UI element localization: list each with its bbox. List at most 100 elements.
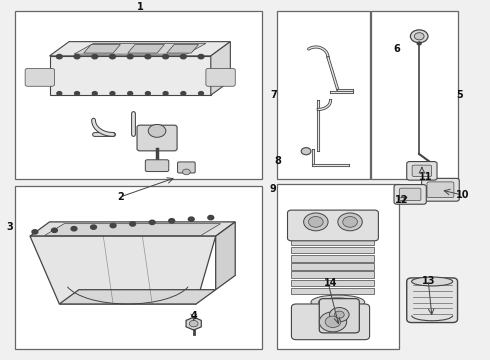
Circle shape [417, 42, 421, 45]
Ellipse shape [318, 298, 357, 307]
Circle shape [71, 226, 77, 231]
Polygon shape [128, 45, 164, 53]
Text: 3: 3 [6, 222, 13, 232]
Polygon shape [74, 44, 206, 54]
FancyBboxPatch shape [399, 188, 421, 201]
FancyBboxPatch shape [25, 68, 54, 86]
Circle shape [163, 91, 168, 95]
FancyBboxPatch shape [319, 299, 359, 333]
Circle shape [198, 91, 203, 95]
Circle shape [57, 91, 62, 95]
Bar [292, 288, 374, 294]
FancyBboxPatch shape [146, 160, 169, 172]
Circle shape [127, 54, 133, 59]
Bar [292, 271, 374, 278]
Circle shape [319, 312, 346, 332]
Circle shape [146, 91, 150, 95]
Bar [292, 255, 374, 261]
Text: 8: 8 [274, 156, 281, 166]
Circle shape [92, 54, 98, 59]
Circle shape [188, 217, 194, 221]
Polygon shape [167, 45, 198, 53]
Circle shape [189, 320, 198, 327]
Polygon shape [30, 236, 216, 304]
Polygon shape [216, 222, 235, 290]
Ellipse shape [311, 295, 365, 309]
Bar [277, 184, 399, 348]
Circle shape [56, 54, 62, 59]
FancyBboxPatch shape [412, 165, 432, 176]
Text: 4: 4 [190, 311, 197, 321]
Text: 14: 14 [324, 278, 337, 288]
Text: 12: 12 [394, 195, 408, 206]
Circle shape [91, 225, 97, 229]
Bar [292, 247, 374, 253]
Bar [292, 263, 374, 270]
Circle shape [411, 30, 428, 43]
Bar [371, 11, 458, 179]
Text: 5: 5 [457, 90, 464, 100]
FancyBboxPatch shape [177, 162, 195, 173]
Circle shape [304, 213, 328, 231]
Circle shape [74, 54, 80, 59]
Polygon shape [211, 42, 230, 95]
Circle shape [415, 33, 424, 40]
Bar [15, 186, 262, 348]
Circle shape [180, 54, 186, 59]
Circle shape [169, 219, 174, 223]
Circle shape [128, 91, 133, 95]
Bar [277, 11, 369, 179]
FancyBboxPatch shape [407, 162, 437, 180]
FancyBboxPatch shape [427, 182, 454, 198]
Circle shape [325, 316, 341, 328]
Polygon shape [186, 317, 201, 330]
Circle shape [163, 54, 169, 59]
Circle shape [145, 54, 151, 59]
Text: 2: 2 [117, 192, 124, 202]
Text: 11: 11 [419, 172, 433, 182]
Circle shape [149, 220, 155, 225]
FancyBboxPatch shape [288, 210, 378, 241]
Polygon shape [59, 290, 216, 304]
FancyBboxPatch shape [394, 185, 426, 204]
Circle shape [51, 228, 57, 233]
FancyBboxPatch shape [407, 278, 458, 323]
Polygon shape [84, 45, 121, 53]
Ellipse shape [412, 277, 453, 286]
FancyBboxPatch shape [421, 178, 459, 201]
Circle shape [208, 215, 214, 220]
Circle shape [309, 216, 323, 227]
Text: 9: 9 [270, 184, 277, 194]
Text: 13: 13 [421, 276, 435, 286]
Circle shape [330, 307, 349, 322]
Text: 6: 6 [393, 44, 400, 54]
Circle shape [92, 91, 97, 95]
Circle shape [338, 213, 362, 231]
Circle shape [32, 230, 38, 234]
Circle shape [198, 54, 204, 59]
Bar [15, 11, 262, 179]
Polygon shape [49, 42, 230, 56]
Polygon shape [45, 224, 220, 235]
Circle shape [74, 91, 79, 95]
Text: 1: 1 [137, 2, 143, 12]
Circle shape [182, 169, 190, 175]
FancyBboxPatch shape [206, 68, 235, 86]
Circle shape [110, 224, 116, 228]
Polygon shape [49, 56, 211, 95]
Circle shape [334, 311, 344, 318]
Circle shape [181, 91, 186, 95]
Circle shape [110, 54, 116, 59]
Circle shape [110, 91, 115, 95]
Text: 10: 10 [456, 190, 469, 200]
FancyBboxPatch shape [137, 125, 177, 151]
FancyBboxPatch shape [292, 304, 369, 340]
Circle shape [148, 125, 166, 137]
Circle shape [130, 222, 136, 226]
Bar [292, 239, 374, 245]
Text: 7: 7 [270, 90, 277, 100]
Polygon shape [30, 222, 235, 236]
Circle shape [343, 216, 357, 227]
Circle shape [301, 148, 311, 155]
Bar [292, 280, 374, 286]
